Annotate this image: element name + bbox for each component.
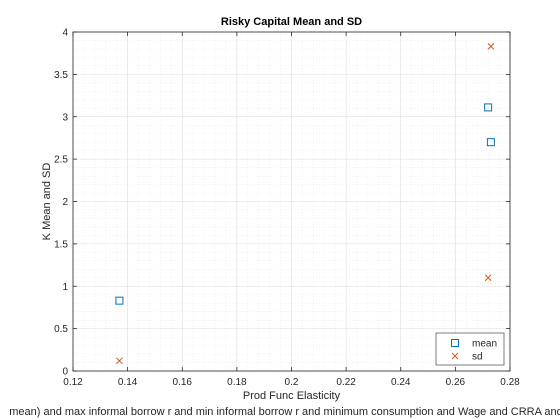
y-tick-label: 2 (62, 197, 68, 208)
legend-sd-label: sd (472, 352, 483, 363)
sd-data-point (116, 357, 123, 365)
x-tick-label: 0.16 (173, 377, 193, 388)
legend-box (435, 332, 505, 366)
legend-mean-marker (451, 339, 459, 347)
footer-caption: mean) and max informal borrow r and min … (9, 406, 560, 418)
sd-data-point (487, 43, 495, 50)
y-tick-label: 3 (62, 112, 68, 123)
mean-data-point (115, 296, 124, 305)
y-axis-label: K Mean and SD (41, 163, 53, 241)
x-tick-label: 0.18 (227, 377, 247, 388)
x-tick-labels: 0.12 0.14 0.16 0.18 0.2 0.22 0.24 0.26 0.28 (63, 377, 520, 388)
sd-data-point (484, 274, 492, 282)
x-tick-label: 0.12 (63, 377, 83, 388)
minor-grid (73, 32, 510, 371)
legend-mean-label: mean (472, 339, 497, 350)
y-tick-label: 1 (62, 282, 68, 293)
legend: mean sd (435, 332, 505, 366)
x-tick-label: 0.22 (336, 377, 356, 388)
y-tick-label: 0.5 (54, 324, 68, 335)
y-tick-label: 0 (62, 367, 68, 378)
chart-title: Risky Capital Mean and SD (221, 16, 362, 28)
y-tick-labels: 0 0.5 1 1.5 2 2.5 3 3.5 4 (54, 28, 68, 378)
x-tick-label: 0.24 (391, 377, 411, 388)
x-tick-label: 0.26 (446, 377, 466, 388)
y-tick-label: 4 (62, 28, 68, 39)
mean-data-point (484, 103, 493, 112)
x-axis-label: Prod Func Elasticity (243, 390, 341, 402)
x-tick-label: 0.28 (500, 377, 520, 388)
axis-ticks (72, 31, 511, 372)
y-tick-label: 1.5 (54, 239, 68, 250)
x-tick-label: 0.2 (285, 377, 299, 388)
legend-sd-marker (451, 352, 459, 360)
mean-data-point (486, 138, 495, 147)
x-tick-label: 0.14 (118, 377, 138, 388)
y-tick-label: 2.5 (54, 155, 68, 166)
y-tick-label: 3.5 (54, 70, 68, 81)
data-markers (115, 43, 495, 365)
